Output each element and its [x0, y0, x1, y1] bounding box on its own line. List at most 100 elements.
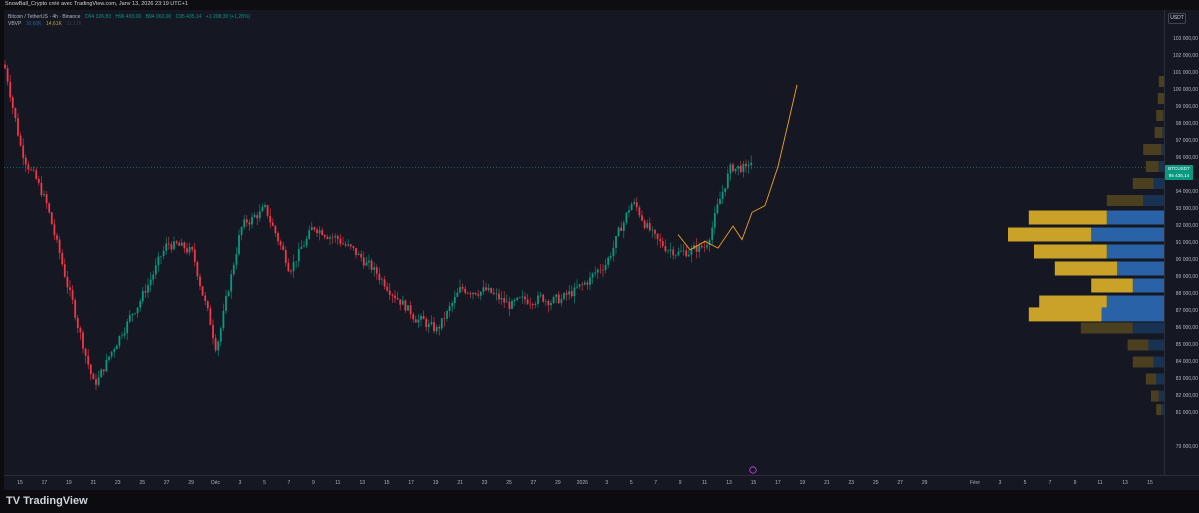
candle-body: [576, 286, 578, 288]
candle-body: [565, 293, 568, 295]
candle-body: [443, 318, 446, 319]
candle-body: [245, 219, 248, 223]
time-tick-label: 9: [678, 480, 682, 486]
price-tick-label: 81 000,00: [1175, 410, 1198, 416]
candle-body: [115, 345, 118, 350]
price-tick-label: 84 000,00: [1175, 359, 1198, 365]
time-scale[interactable]: 15 17 19 21 23 25 27 29 Déc 3 5 7 9 11 13 15 17 19 21 23 25 2…: [4, 475, 1199, 491]
candle-body: [503, 298, 506, 303]
volume-profile-up-bar: [1091, 227, 1164, 242]
candle-body: [240, 227, 243, 235]
candle-body: [329, 237, 331, 239]
candle-body: [45, 194, 48, 204]
candle-body: [313, 227, 316, 230]
time-tick-label: 5: [1023, 480, 1027, 486]
time-tick-label: 21: [824, 480, 830, 486]
symbol-name[interactable]: Bitcoin / TetherUS · 4h · Binance: [8, 14, 81, 20]
chart-pane[interactable]: [4, 10, 1164, 475]
candle-body: [479, 291, 482, 296]
candle-body: [206, 301, 209, 309]
candle-body: [518, 297, 521, 299]
ohlc-change: +1 208,30 (+1,28%): [205, 14, 251, 20]
candle-body: [147, 285, 149, 293]
volume-profile-down-bar: [1008, 227, 1092, 242]
candle-body: [199, 276, 201, 287]
candle-body: [521, 296, 524, 298]
candle-body: [53, 224, 56, 236]
candle-body: [526, 299, 529, 304]
candle-body: [713, 213, 716, 228]
candle-body: [726, 173, 729, 189]
candle-body: [214, 338, 217, 351]
time-tick-label: 29: [188, 480, 194, 486]
brand-name: TradingView: [23, 495, 88, 507]
volume-profile-down-bar: [1054, 261, 1118, 276]
candle-body: [412, 314, 415, 320]
volume-profile-down-bar: [1028, 210, 1107, 225]
volume-profile-down-bar: [1156, 404, 1162, 416]
candle-body: [505, 301, 508, 303]
candle-body: [347, 244, 350, 246]
candle-body: [222, 310, 225, 329]
candle-body: [700, 245, 703, 248]
candle-body: [708, 239, 711, 246]
candle-body: [162, 250, 165, 257]
candle-body: [253, 215, 256, 218]
time-tick-label: 29: [921, 480, 928, 486]
time-tick-label: 23: [481, 480, 488, 486]
candle-body: [427, 324, 430, 328]
candle-body: [633, 202, 636, 204]
candle-body: [485, 287, 487, 291]
time-tick-label: 11: [335, 480, 341, 486]
candle-body: [6, 68, 9, 82]
candle-body: [737, 165, 740, 169]
candle-body: [121, 335, 123, 337]
candle-body: [568, 291, 571, 295]
price-tick-label: 88 000,00: [1175, 291, 1198, 297]
candle-body: [310, 227, 313, 231]
time-tick-label: 21: [457, 480, 463, 486]
candle-body: [482, 287, 485, 292]
candle-body: [50, 212, 53, 225]
candle-body: [492, 292, 495, 294]
price-scale[interactable]: 103 000,00 102 000,00 101 000,00 100 000,00…: [1164, 10, 1199, 475]
candle-body: [459, 287, 461, 293]
price-tick-label: 96 000,00: [1175, 155, 1198, 161]
time-tick-label: Févr: [970, 480, 980, 486]
candle-body: [274, 225, 277, 234]
candle-body: [102, 369, 105, 372]
time-tick-label: 11: [701, 480, 708, 486]
volume-profile-up-bar: [1106, 295, 1164, 310]
time-tick-label: 17: [41, 480, 48, 486]
candle-body: [97, 377, 100, 385]
candle-body: [591, 273, 594, 278]
candle-body: [71, 289, 74, 301]
footer-bar: TV TradingView: [0, 490, 1199, 513]
candle-body: [721, 191, 724, 199]
candle-body: [82, 332, 84, 349]
currency-button[interactable]: USDT: [1168, 13, 1186, 24]
candle-body: [612, 247, 615, 257]
symbol-legend[interactable]: Bitcoin / TetherUS · 4h · Binance O94 32…: [8, 14, 253, 20]
time-tick-label: 7: [287, 480, 291, 486]
candle-body: [186, 248, 188, 253]
candle-body: [27, 164, 30, 170]
vbvp-label[interactable]: VBVP: [8, 21, 22, 27]
candle-body: [360, 253, 363, 258]
candle-body: [586, 282, 589, 285]
candle-body: [118, 335, 121, 346]
vbvp-legend[interactable]: VBVP 16,60K 14,61K 31,17K: [8, 21, 85, 27]
candle-body: [344, 244, 347, 246]
candle-body: [110, 351, 113, 357]
badge-symbol: BTCUSDT: [1168, 166, 1190, 171]
candle-body: [682, 250, 685, 252]
candle-body: [160, 256, 162, 257]
candle-body: [326, 236, 329, 239]
price-tick-label: 86 000,00: [1175, 325, 1198, 331]
candle-body: [251, 217, 253, 225]
candle-body: [14, 108, 17, 119]
candle-body: [352, 246, 355, 248]
price-tick-label: 99 000,00: [1175, 104, 1198, 110]
time-tick-label: 27: [530, 480, 537, 486]
tradingview-logo[interactable]: TV TradingView: [6, 495, 88, 507]
